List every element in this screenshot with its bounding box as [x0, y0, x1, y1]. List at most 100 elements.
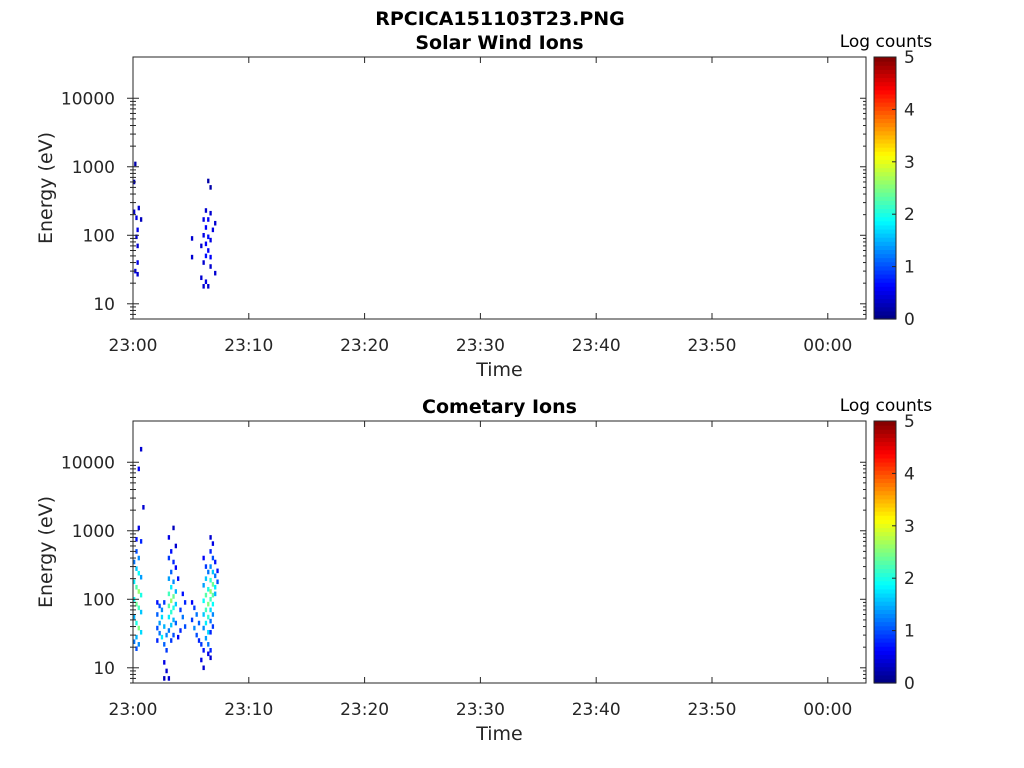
colorbar-step	[874, 61, 896, 66]
data-cell	[163, 642, 166, 647]
data-cell	[204, 279, 208, 285]
colorbar-step	[874, 167, 896, 173]
y-axis-label: Energy (eV)	[35, 496, 57, 608]
colorbar-tick-label: 3	[904, 517, 915, 537]
colorbar-step	[874, 102, 896, 107]
data-cell	[207, 284, 210, 289]
colorbar-step	[874, 118, 896, 124]
colorbar-step	[874, 457, 896, 463]
data-cell	[204, 564, 208, 569]
data-cell	[204, 241, 208, 247]
x-tick-label: 23:40	[572, 700, 621, 720]
data-cell	[214, 573, 217, 579]
data-cell	[183, 600, 187, 605]
data-cell	[190, 236, 194, 241]
x-tick-label: 23:10	[224, 700, 273, 720]
data-cell	[179, 628, 182, 633]
data-cell	[133, 579, 136, 585]
data-cell	[211, 582, 215, 587]
data-cell	[170, 638, 173, 643]
data-cell	[137, 525, 140, 531]
data-cell	[172, 617, 175, 623]
colorbar-step	[874, 138, 896, 144]
colorbar-step	[874, 314, 896, 320]
colorbar-label: Log counts	[840, 32, 933, 52]
colorbar-step	[874, 65, 896, 70]
colorbar-step	[874, 265, 896, 271]
colorbar-step	[874, 535, 896, 541]
data-cell	[195, 612, 198, 617]
colorbar-step	[874, 130, 896, 136]
data-cell	[179, 607, 182, 613]
colorbar-step	[874, 490, 896, 496]
data-cell	[209, 596, 212, 602]
colorbar-step	[874, 163, 896, 169]
data-cell	[207, 178, 210, 184]
data-cell	[136, 260, 139, 265]
colorbar-step	[874, 584, 896, 590]
data-cell	[209, 607, 212, 613]
data-cell	[177, 634, 180, 640]
data-cell	[165, 648, 168, 653]
colorbar-tick-label: 0	[904, 674, 915, 694]
data-cell	[193, 625, 196, 631]
data-cell	[136, 271, 139, 277]
colorbar-step	[874, 261, 896, 267]
data-cell	[207, 248, 210, 253]
y-tick-label: 10	[93, 295, 115, 315]
data-cell	[137, 205, 140, 211]
data-cell	[174, 543, 178, 549]
colorbar-step	[874, 298, 896, 304]
data-cell	[211, 592, 215, 598]
colorbar-step	[874, 57, 896, 62]
data-cell	[160, 607, 164, 613]
colorbar-tick-label: 3	[904, 153, 915, 173]
colorbar-step	[874, 196, 896, 201]
plot-area	[133, 421, 866, 683]
data-cell	[209, 237, 212, 243]
colorbar-step	[874, 286, 896, 291]
colorbar-step	[874, 208, 896, 214]
colorbar-step	[874, 633, 896, 639]
data-cell	[207, 569, 210, 575]
data-cell	[170, 549, 173, 554]
data-cell	[158, 620, 161, 626]
colorbar-tick-label: 2	[904, 569, 915, 589]
colorbar-step	[874, 605, 896, 610]
colorbar-step	[874, 175, 896, 181]
data-cell	[139, 574, 143, 580]
data-cell	[207, 234, 210, 240]
data-cell	[195, 632, 198, 638]
colorbar-step	[874, 249, 896, 255]
data-cell	[139, 539, 143, 544]
colorbar-step	[874, 572, 896, 578]
colorbar-step	[874, 597, 896, 602]
plot-area	[133, 57, 866, 319]
data-cell	[139, 446, 143, 452]
colorbar-step	[874, 437, 896, 443]
colorbar-step	[874, 449, 896, 455]
x-tick-label: 23:50	[687, 700, 736, 720]
x-tick-label: 23:50	[687, 336, 736, 356]
data-cell	[137, 605, 140, 611]
colorbar-step	[874, 142, 896, 148]
data-cell	[207, 651, 210, 657]
data-cell	[172, 579, 175, 585]
data-cell	[133, 209, 136, 215]
colorbar-tick-label: 4	[904, 100, 915, 120]
data-cell	[216, 568, 219, 574]
colorbar-step	[874, 568, 896, 574]
x-tick-label: 23:00	[109, 336, 158, 356]
data-cell	[135, 566, 138, 571]
data-cell	[135, 537, 138, 542]
colorbar-step	[874, 204, 896, 210]
data-cell	[135, 620, 138, 626]
data-cell	[204, 620, 208, 626]
colorbar-step	[874, 515, 896, 520]
colorbar-step	[874, 89, 896, 95]
data-cell	[139, 592, 143, 598]
colorbar-step	[874, 183, 896, 189]
data-cell	[211, 624, 215, 629]
data-cell	[211, 541, 215, 546]
colorbar-step	[874, 188, 896, 193]
